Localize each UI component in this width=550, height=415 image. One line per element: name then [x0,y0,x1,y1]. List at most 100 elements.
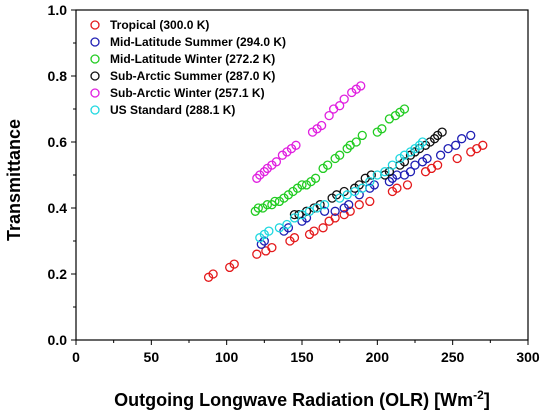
data-point [344,200,354,210]
data-point [339,94,349,104]
data-point [366,170,376,180]
data-point [252,249,262,259]
legend-item: Tropical (300.0 K) [90,18,209,32]
x-tick-label: 0 [72,349,80,365]
data-point [351,137,361,147]
x-axis: 0 50 100 150 200 250 300 [72,340,540,365]
data-point [229,259,239,269]
data-point [319,206,330,216]
data-point [457,134,467,144]
data-point [335,150,345,160]
series-0 [203,140,488,282]
data-point [357,130,367,141]
data-point [402,180,413,190]
y-axis: 0.0 0.2 0.4 0.6 0.8 1.0 [48,2,76,348]
data-point [274,223,285,233]
data-point [208,269,218,279]
x-axis-label-main: Outgoing Longwave Radiation (OLR) [Wm [114,390,473,410]
data-point [319,200,330,210]
data-point [399,104,410,114]
data-point [443,143,453,154]
data-point [335,193,345,203]
data-point [466,130,476,141]
data-point [365,196,375,207]
data-point [410,160,420,170]
y-axis-label: Transmittance [4,119,24,241]
data-point [318,223,328,233]
x-axis-label-superscript: -2 [473,388,484,402]
data-point [357,183,367,193]
data-point [324,110,334,121]
data-point [262,200,272,210]
data-point [342,190,352,200]
data-point [365,176,375,187]
y-tick-label: 1.0 [48,2,68,18]
data-point [478,140,488,150]
data-point [451,140,461,150]
data-point [372,170,382,180]
x-tick-label: 250 [441,349,465,365]
legend-label: Sub-Arctic Winter (257.1 K) [110,86,265,100]
series-4 [252,81,366,183]
data-point [291,140,301,150]
data-point [267,242,277,253]
data-point [289,233,300,243]
data-point [304,206,315,216]
legend-label: Tropical (300.0 K) [110,18,209,32]
series-5 [255,137,428,243]
data-point [330,213,340,223]
data-point [432,160,443,170]
x-tick-label: 100 [215,349,239,365]
data-point [271,157,282,167]
legend-marker [90,37,100,47]
data-point [264,226,274,236]
data-point [437,127,447,137]
data-point [380,167,390,177]
legend-label: Mid-Latitude Summer (294.0 K) [110,35,286,49]
data-point [405,167,416,177]
data-point [322,160,333,170]
data-point [377,124,387,134]
x-tick-label: 150 [290,349,314,365]
data-point [297,209,307,220]
y-tick-label: 0.0 [48,332,68,348]
data-point [392,183,402,193]
x-axis-label-close: ] [484,390,490,410]
data-point [356,81,366,91]
data-point [387,160,398,170]
legend-label: US Standard (288.1 K) [110,103,235,117]
data-point [417,137,428,147]
legend-marker [90,54,100,64]
data-point [253,203,263,213]
data-point [270,196,280,207]
data-point [350,186,360,197]
data-point [452,153,462,164]
series-2 [250,104,410,216]
legend-label: Mid-Latitude Winter (272.2 K) [110,52,275,66]
legend-item: Sub-Arctic Winter (257.1 K) [90,86,265,100]
data-point [309,226,319,236]
x-axis-label: Outgoing Longwave Radiation (OLR) [Wm-2] [114,388,490,410]
y-tick-label: 0.8 [48,68,68,84]
x-tick-label: 200 [366,349,390,365]
data-point [312,203,322,213]
x-tick-label: 300 [516,349,540,365]
data-point [289,213,300,223]
x-tick-label: 50 [144,349,160,365]
data-point [316,120,327,131]
y-tick-label: 0.4 [48,200,68,216]
data-point [297,180,307,190]
data-point [435,150,446,160]
data-point [282,219,292,230]
data-point [422,153,432,164]
data-point [310,173,321,183]
data-point [330,206,340,216]
legend-label: Sub-Arctic Summer (287.0 K) [110,69,275,83]
legend-marker [90,105,100,115]
legend-marker [90,88,100,98]
y-tick-label: 0.2 [48,266,68,282]
legend-item: Mid-Latitude Winter (272.2 K) [90,52,275,66]
legend: Tropical (300.0 K) Mid-Latitude Summer (2… [90,18,286,117]
y-tick-label: 0.6 [48,134,68,150]
